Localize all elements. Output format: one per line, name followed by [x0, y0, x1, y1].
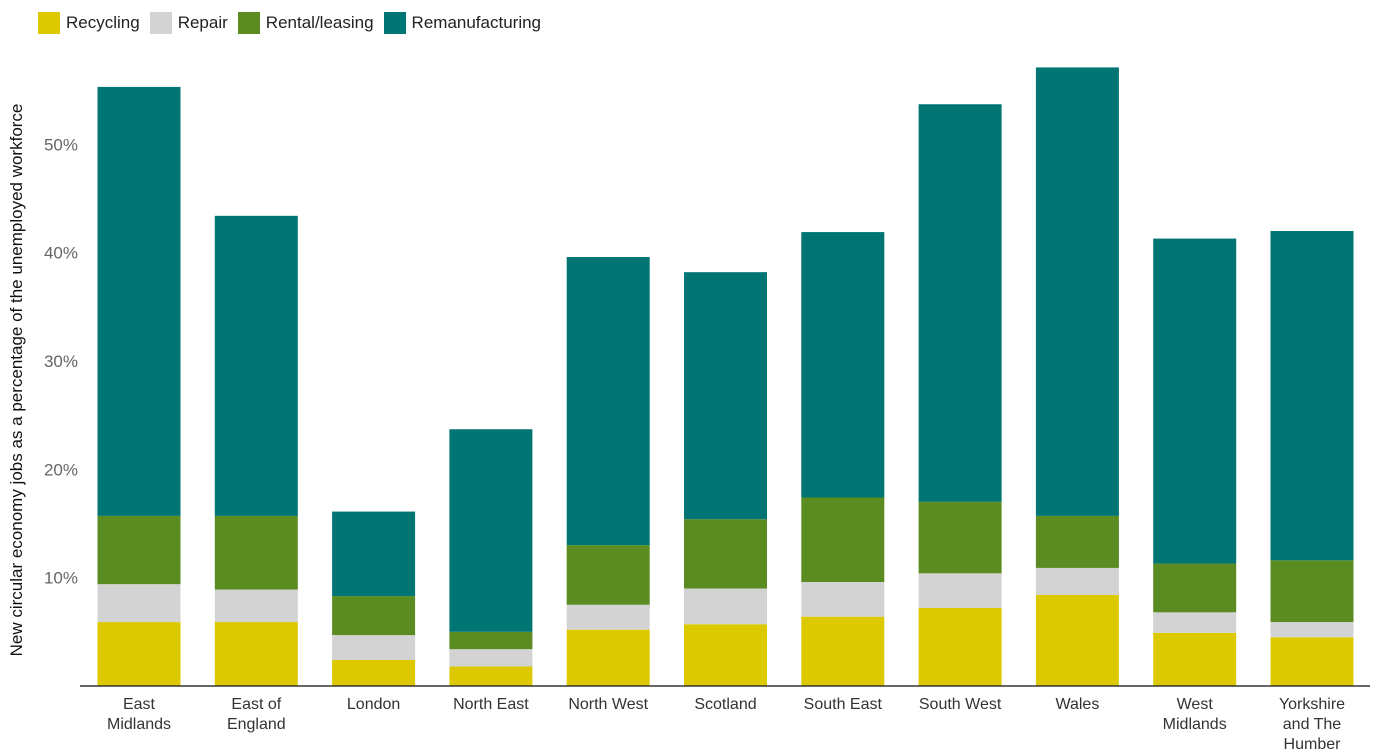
- y-axis-ticks: 10% 20% 30% 40% 50%: [44, 135, 78, 587]
- bar-segment-rental-leasing: [1035, 515, 1119, 568]
- bar-segment-rental-leasing: [801, 497, 885, 582]
- bar-segment-repair: [332, 635, 416, 660]
- bar-segment-rental-leasing: [566, 545, 650, 605]
- bar-segment-remanufacturing: [801, 232, 885, 498]
- legend-item-repair: Repair: [149, 12, 228, 34]
- bar-segment-rental-leasing: [97, 515, 181, 585]
- bar-segment-recycling: [449, 666, 533, 686]
- x-category-label: Scotland: [694, 696, 756, 713]
- x-category-label: Yorkshire and The Humber: [1279, 696, 1345, 752]
- y-tick-label: 50%: [44, 135, 78, 154]
- bars: [97, 67, 1354, 686]
- x-category-label: North East: [453, 696, 529, 713]
- y-tick-label: 10%: [44, 569, 78, 588]
- x-category-label: Wales: [1055, 696, 1099, 713]
- bar-segment-remanufacturing: [566, 257, 650, 546]
- legend-label-recycling: Recycling: [66, 13, 140, 32]
- bar-segment-recycling: [1153, 632, 1237, 686]
- bar-segment-recycling: [918, 608, 1002, 686]
- x-category-label: South East: [804, 696, 883, 713]
- bar-segment-repair: [449, 649, 533, 667]
- legend-swatch-recycling: [38, 12, 60, 34]
- bar-segment-remanufacturing: [449, 429, 533, 632]
- y-tick-label: 20%: [44, 460, 78, 479]
- x-category-label: North West: [568, 696, 648, 713]
- legend-label-repair: Repair: [177, 13, 228, 32]
- x-category-label: West Midlands: [1163, 696, 1227, 733]
- bar-segment-remanufacturing: [684, 272, 767, 520]
- bar-segment-remanufacturing: [1035, 67, 1119, 516]
- bar-segment-remanufacturing: [214, 215, 298, 516]
- x-axis-categories: East Midlands East of England London North Ea…: [107, 696, 1345, 752]
- x-category-label: London: [347, 696, 400, 713]
- bar-segment-remanufacturing: [1270, 231, 1354, 561]
- legend-swatch-repair: [149, 12, 172, 34]
- bar-segment-repair: [801, 582, 885, 617]
- legend-item-remanufacturing: Remanufacturing: [383, 12, 542, 34]
- bar-segment-remanufacturing: [1153, 238, 1237, 564]
- x-category-label: East of England: [227, 696, 286, 733]
- bar-segment-recycling: [566, 629, 650, 686]
- bar-segment-recycling: [1035, 595, 1119, 686]
- legend-item-recycling: Recycling: [38, 12, 140, 34]
- bar-segment-repair: [684, 588, 767, 625]
- x-category-label: South West: [919, 696, 1002, 713]
- bar-segment-recycling: [214, 622, 298, 686]
- bar-segment-rental-leasing: [449, 631, 533, 650]
- bar-segment-repair: [214, 589, 298, 623]
- bar-segment-repair: [1270, 622, 1354, 638]
- bar-segment-repair: [1153, 612, 1237, 633]
- bar-segment-recycling: [1270, 637, 1354, 686]
- legend-label-remanufacturing: Remanufacturing: [411, 13, 542, 32]
- x-category-label: East Midlands: [107, 696, 171, 733]
- bar-segment-rental-leasing: [918, 501, 1002, 574]
- bar-segment-rental-leasing: [1270, 560, 1354, 623]
- bar-segment-rental-leasing: [214, 515, 298, 590]
- bar-segment-repair: [97, 584, 181, 623]
- legend-item-rental-leasing: Rental/leasing: [237, 12, 374, 34]
- legend-swatch-remanufacturing: [383, 12, 406, 34]
- legend-label-rental-leasing: Rental/leasing: [265, 13, 374, 32]
- bar-segment-rental-leasing: [1153, 563, 1237, 613]
- bar-segment-remanufacturing: [97, 86, 181, 516]
- bar-segment-repair: [566, 604, 650, 630]
- bar-segment-recycling: [801, 616, 885, 686]
- y-tick-label: 40%: [44, 244, 78, 263]
- chart-legend: Recycling Repair Rental/leasing Remanufa…: [38, 12, 551, 34]
- legend-swatch-rental-leasing: [237, 12, 260, 34]
- y-axis-label: New circular economy jobs as a percentag…: [7, 104, 26, 657]
- bar-segment-recycling: [332, 660, 416, 686]
- bar-segment-rental-leasing: [684, 519, 767, 589]
- bar-segment-rental-leasing: [332, 596, 416, 636]
- bar-segment-recycling: [684, 624, 767, 686]
- bar-segment-repair: [1035, 567, 1119, 595]
- bar-segment-repair: [918, 573, 1002, 608]
- bar-segment-recycling: [97, 622, 181, 686]
- bar-segment-remanufacturing: [332, 511, 416, 597]
- y-tick-label: 30%: [44, 352, 78, 371]
- bar-segment-remanufacturing: [918, 104, 1002, 502]
